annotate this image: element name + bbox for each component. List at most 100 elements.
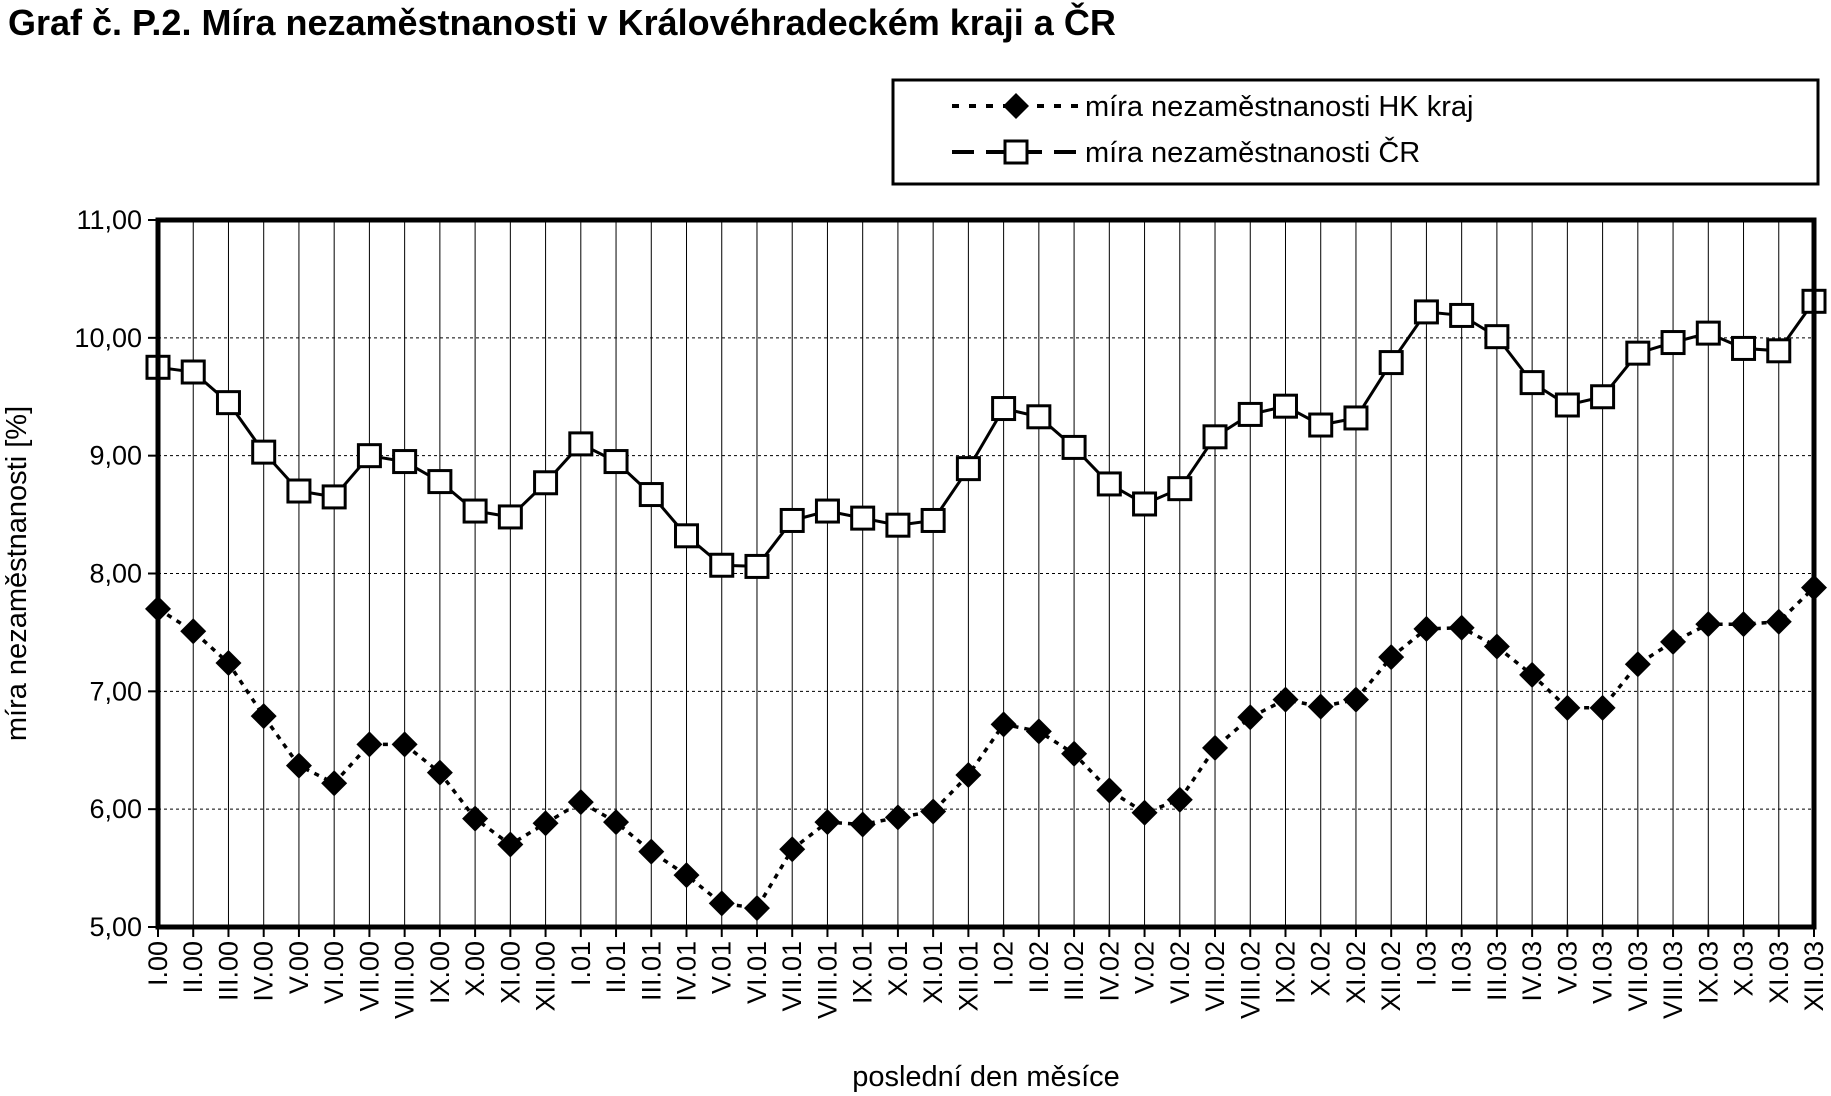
point-cr: [1026, 404, 1052, 430]
x-tick-label: XII.03: [1799, 941, 1829, 1012]
x-tick-label: V.00: [284, 941, 314, 994]
point-cr: [638, 482, 664, 508]
point-hk: [1730, 611, 1757, 638]
point-hk: [1061, 740, 1088, 767]
point-hk: [1448, 614, 1475, 641]
x-tick-label: XI.02: [1341, 941, 1371, 1004]
x-tick-label: I.03: [1411, 941, 1441, 986]
point-cr: [1237, 401, 1263, 427]
y-tick-label: 7,00: [89, 676, 142, 706]
series-layer: [145, 288, 1827, 922]
x-tick-label: VIII.02: [1235, 941, 1265, 1019]
point-cr: [1590, 384, 1616, 410]
point-cr: [1272, 393, 1298, 419]
point-hk: [638, 838, 665, 865]
point-cr: [744, 553, 770, 579]
point-hk: [1765, 608, 1792, 635]
x-tick-label: X.03: [1729, 941, 1759, 997]
point-cr: [1343, 405, 1369, 431]
point-cr: [533, 470, 559, 496]
x-tick-label: XII.00: [531, 941, 561, 1012]
point-hk: [426, 759, 453, 786]
point-hk: [1483, 633, 1510, 660]
point-hk: [250, 703, 277, 730]
x-tick-label: I.02: [989, 941, 1019, 986]
point-cr: [1731, 335, 1757, 361]
point-cr: [1660, 330, 1686, 356]
point-cr: [850, 505, 876, 531]
point-cr: [1766, 338, 1792, 364]
point-cr: [1096, 471, 1122, 497]
x-tick-label: VII.02: [1200, 941, 1230, 1012]
point-hk: [532, 810, 559, 837]
point-cr: [709, 552, 735, 578]
point-hk: [180, 618, 207, 645]
point-cr: [1167, 476, 1193, 502]
x-tick-label: II.01: [601, 941, 631, 994]
point-cr: [1449, 302, 1475, 328]
x-tick-label: VII.03: [1623, 941, 1653, 1012]
y-tick-label: 5,00: [89, 912, 142, 942]
legend-label-cr: míra nezaměstnanosti ČR: [1085, 135, 1420, 169]
x-tick-label: I.01: [566, 941, 596, 986]
point-hk: [1166, 786, 1193, 813]
y-tick-label: 9,00: [89, 441, 142, 471]
point-hk: [1237, 704, 1264, 731]
point-cr: [955, 456, 981, 482]
x-tick-label: IV.01: [672, 941, 702, 1002]
series-line-cr: [157, 300, 1816, 568]
point-cr: [321, 484, 347, 510]
point-hk: [1342, 686, 1369, 713]
y-tick-label: 11,00: [76, 205, 142, 235]
x-tick-label: III.03: [1482, 941, 1512, 1001]
x-axis-label: poslední den měsíce: [852, 1061, 1120, 1093]
point-hk: [1025, 718, 1052, 745]
x-tick-label: V.01: [707, 941, 737, 994]
point-cr: [1308, 412, 1334, 438]
point-hk: [462, 805, 489, 832]
legend-box: [891, 78, 1820, 186]
x-tick-label: V.03: [1552, 941, 1582, 994]
point-cr: [1061, 434, 1087, 460]
point-hk: [1202, 734, 1229, 761]
point-hk: [1589, 694, 1616, 721]
point-cr: [814, 498, 840, 524]
point-hk: [955, 761, 982, 788]
point-hk: [1624, 651, 1651, 678]
point-hk: [356, 731, 383, 758]
point-cr: [779, 507, 805, 533]
x-tick-label: III.00: [213, 941, 243, 1001]
x-tick-label: V.02: [1130, 941, 1160, 994]
point-cr: [286, 478, 312, 504]
point-cr: [1202, 424, 1228, 450]
y-tick-label: 6,00: [89, 794, 142, 824]
plot-frame: [155, 217, 1817, 930]
x-tick-label: XI.03: [1764, 941, 1794, 1004]
point-cr: [674, 523, 700, 549]
legend-label-hk: míra nezaměstnanosti HK kraj: [1085, 91, 1473, 123]
x-tick-label: I.00: [143, 941, 173, 986]
grid-layer: [158, 220, 1814, 927]
point-cr: [1695, 320, 1721, 346]
x-tick-label: X.01: [883, 941, 913, 997]
x-tick-label: II.03: [1447, 941, 1477, 994]
point-hk: [603, 809, 630, 836]
point-hk: [1272, 686, 1299, 713]
point-cr: [356, 443, 382, 469]
point-hk: [990, 711, 1017, 738]
point-cr: [215, 390, 241, 416]
x-tick-label: II.02: [1024, 941, 1054, 994]
x-tick-label: XI.01: [918, 941, 948, 1004]
x-tick-label: IX.00: [425, 941, 455, 1004]
point-hk: [1307, 693, 1334, 720]
point-cr: [1484, 324, 1510, 350]
x-tick-label: VIII.01: [812, 941, 842, 1019]
point-cr: [885, 512, 911, 538]
x-tick-label: IX.03: [1693, 941, 1723, 1004]
point-hk: [920, 798, 947, 825]
point-hk: [1096, 777, 1123, 804]
point-cr: [991, 396, 1017, 422]
point-cr: [603, 449, 629, 475]
x-tick-label: III.02: [1059, 941, 1089, 1001]
